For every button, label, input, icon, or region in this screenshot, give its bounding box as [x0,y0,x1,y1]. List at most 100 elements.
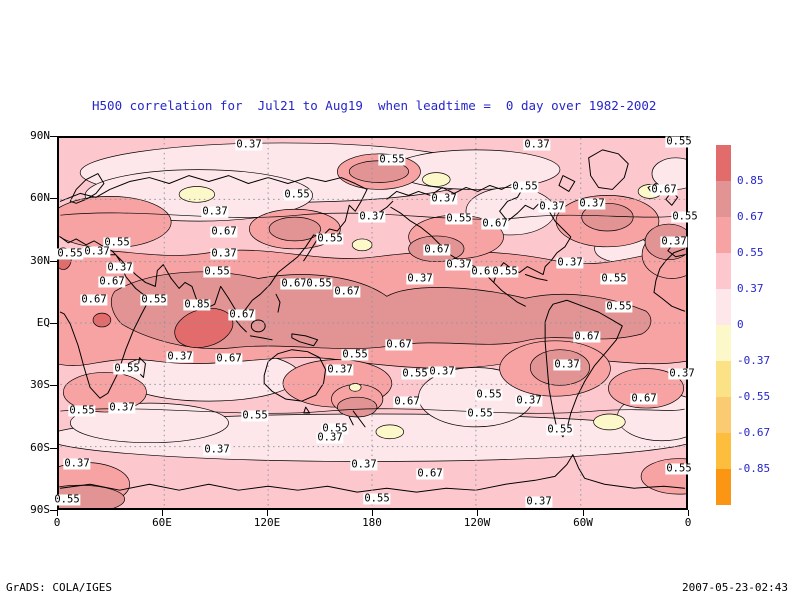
lat-tick-mark [50,447,57,449]
grid-lines [60,138,685,508]
colorbar-segment [716,289,731,325]
lon-tick-label: 180 [362,516,382,529]
world-correlation-map: 0.37 0.55 0.37 0.67 0.37 0.55 0.55 0.55 0.37 0.37… [53,136,699,510]
contour-value-label: 0.55 [305,277,333,290]
lon-tick-mark [688,510,689,516]
lon-tick-mark [57,510,58,516]
contour-value-label: 0.37 [201,205,229,218]
contour-value-label: 0.37 [358,210,386,223]
contour-value-label: 0.37 [235,138,263,151]
contour-value-label: 0.67 [210,225,238,238]
colorbar-segment [716,397,731,433]
lat-tick-mark [50,509,57,511]
grads-credit-text: GrADS: COLA/IGES [6,581,112,594]
colorbar-segment [716,433,731,469]
contour-value-label: 0.67 [423,243,451,256]
contour-value-label: 0.37 [445,258,473,271]
contour-value-label: 0.37 [63,457,91,470]
contour-value-label: 0.55 [671,210,699,223]
colorbar-label: -0.85 [737,462,771,475]
colorbar-label: 0.85 [737,174,764,187]
contour-value-label: 0.55 [103,236,131,249]
contour-value-label: 0.55 [401,367,429,380]
contour-value-label: 0.37 [210,247,238,260]
contour-value-label: 0.67 [385,338,413,351]
contour-value-label: 0.37 [525,495,553,508]
colorbar-label: 0.55 [737,246,764,259]
contour-value-label: 0.55 [203,265,231,278]
contour-value-label: 0.67 [416,467,444,480]
lat-tick-label: 90S [30,503,50,516]
contour-value-label: 0.67 [630,392,658,405]
lon-tick-label: 0 [53,516,61,529]
contour-value-label: 0.67 [470,265,498,278]
plot-title: H500 correlation for Jul21 to Aug19 when… [92,98,657,113]
contour-value-label: 0.37 [430,192,458,205]
contour-value-label: 0.37 [578,197,606,210]
lon-tick-label: 120E [253,516,281,529]
lon-tick-label: 120W [463,516,491,529]
colorbar-segment [716,253,731,289]
contour-value-label: 0.67 [393,395,421,408]
contour-value-label: 0.37 [523,138,551,151]
timestamp-text: 2007-05-23-02:43 [682,581,788,594]
colorbar-label: 0.67 [737,210,764,223]
contour-value-label: 0.55 [56,247,84,260]
lon-tick-mark [477,510,478,516]
contour-value-label: 0.67 [228,308,256,321]
colorbar-label: 0 [737,318,744,331]
contour-value-label: 0.55 [600,272,628,285]
contour-value-label: 0.55 [665,135,693,148]
contour-value-label: 0.67 [80,293,108,306]
lon-tick-label: 60W [573,516,593,529]
contour-value-label: 0.55 [321,422,349,435]
contour-value-label: 0.37 [668,367,696,380]
colorbar-segment [716,145,731,181]
contour-value-label: 0.37 [406,272,434,285]
lat-tick-label: 30N [30,254,50,267]
colorbar-segment [716,325,731,361]
contour-value-label: 0.55 [341,348,369,361]
colorbar-label: -0.55 [737,390,771,403]
lat-tick-mark [50,322,57,324]
contour-value-label: 0.37 [106,261,134,274]
contour-value-label: 0.37 [316,431,344,444]
colorbar-label: -0.37 [737,354,771,367]
colorbar-label: 0.37 [737,282,764,295]
contour-value-label: 0.67 [98,275,126,288]
contour-value-label: 0.55 [665,462,693,475]
contour-value-label: 0.37 [83,245,111,258]
colorbar-segment [716,217,731,253]
lat-tick-label: 30S [30,378,50,391]
contour-value-label: 0.67 [481,217,509,230]
contour-value-label: 0.55 [316,232,344,245]
lat-tick-label: EQ [36,316,50,329]
lat-tick-mark [50,260,57,262]
contour-value-label: 0.37 [428,365,456,378]
lat-tick-mark [50,197,57,199]
contour-value-label: 0.55 [475,388,503,401]
contour-labels-layer: 0.37 0.55 0.37 0.67 0.37 0.55 0.55 0.55 0.37 0.37… [53,136,699,508]
lon-tick-mark [372,510,373,516]
contour-value-label: 0.55 [445,212,473,225]
contour-value-label: 0.67 [215,352,243,365]
contour-value-label: 0.55 [378,153,406,166]
contour-value-label: 0.67 [650,183,678,196]
colorbar-segment [716,361,731,397]
colorbar-label: -0.67 [737,426,771,439]
lon-tick-mark [583,510,584,516]
contour-value-label: 0.37 [538,200,566,213]
lat-tick-label: 60N [30,191,50,204]
contour-value-label: 0.55 [491,265,519,278]
contour-value-label: 0.55 [140,293,168,306]
contour-value-label: 0.37 [556,256,584,269]
lat-tick-mark [50,384,57,386]
contour-value-label: 0.37 [515,394,543,407]
contour-value-label: 0.67 [573,330,601,343]
extra-isolines [60,212,685,414]
colorbar-segment [716,181,731,217]
contour-value-label: 0.67 [280,277,308,290]
contour-value-label: 0.55 [363,492,391,505]
contour-value-label: 0.37 [166,350,194,363]
lon-tick-label: 0 [684,516,692,529]
